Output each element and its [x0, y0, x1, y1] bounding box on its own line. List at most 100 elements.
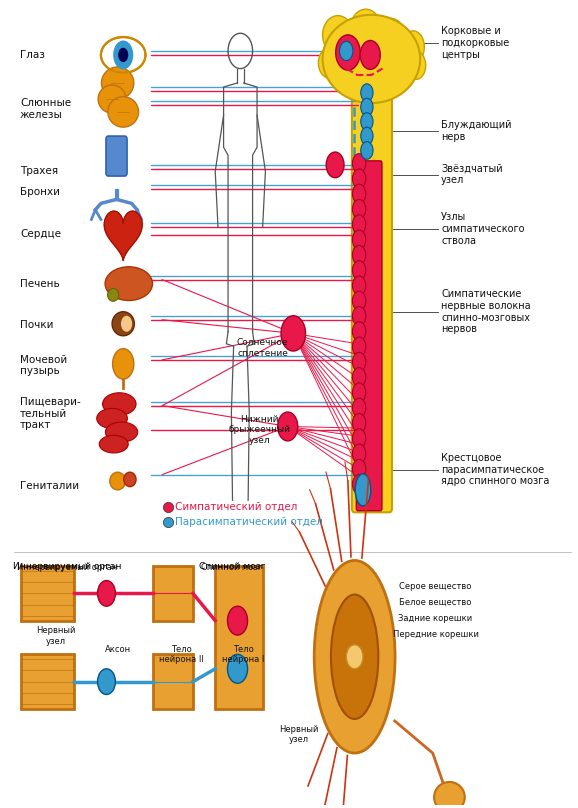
Circle shape	[353, 429, 366, 448]
Text: Нижний
брыжеечный
узел: Нижний брыжеечный узел	[229, 415, 291, 444]
Ellipse shape	[323, 15, 353, 54]
Ellipse shape	[406, 52, 426, 79]
Circle shape	[336, 35, 360, 70]
Text: Нервный
узел: Нервный узел	[279, 725, 318, 744]
Circle shape	[361, 141, 373, 159]
Text: Корковые и
подкорковые
центры: Корковые и подкорковые центры	[441, 27, 509, 60]
Circle shape	[228, 606, 247, 635]
Ellipse shape	[113, 348, 134, 379]
Text: Сердце: Сердце	[20, 229, 61, 239]
Text: Серое вещество: Серое вещество	[399, 582, 472, 591]
Text: Трахея: Трахея	[20, 166, 58, 176]
Text: Бронхи: Бронхи	[20, 187, 60, 197]
Ellipse shape	[434, 782, 465, 808]
Text: Тело
нейрона I: Тело нейрона I	[222, 645, 264, 664]
Ellipse shape	[112, 312, 134, 336]
Circle shape	[277, 412, 298, 441]
Ellipse shape	[331, 595, 379, 719]
Ellipse shape	[402, 31, 424, 63]
Ellipse shape	[101, 37, 146, 73]
Circle shape	[353, 306, 366, 326]
Ellipse shape	[105, 422, 138, 442]
Circle shape	[353, 154, 366, 173]
Point	[163, 516, 172, 528]
Text: Блуждающий
нерв: Блуждающий нерв	[441, 120, 512, 142]
Point	[163, 500, 172, 513]
Circle shape	[353, 215, 366, 234]
Ellipse shape	[99, 436, 128, 453]
Ellipse shape	[102, 67, 134, 99]
Circle shape	[353, 352, 366, 372]
Ellipse shape	[124, 472, 136, 486]
Ellipse shape	[102, 393, 136, 415]
Circle shape	[113, 40, 134, 69]
Ellipse shape	[323, 15, 420, 103]
FancyBboxPatch shape	[21, 654, 74, 709]
Text: Пищевари-
тельный
тракт: Пищевари- тельный тракт	[20, 397, 81, 430]
Ellipse shape	[377, 19, 405, 54]
Text: Аксон: Аксон	[105, 645, 131, 654]
Circle shape	[353, 414, 366, 433]
Text: Симпатический отдел: Симпатический отдел	[175, 502, 298, 511]
Ellipse shape	[350, 9, 381, 48]
Text: Солнечное
сплетение: Солнечное сплетение	[237, 338, 288, 357]
Ellipse shape	[108, 288, 118, 301]
Circle shape	[346, 645, 363, 669]
Text: Слюнные
железы: Слюнные железы	[20, 98, 71, 120]
Circle shape	[353, 444, 366, 463]
Circle shape	[353, 474, 366, 494]
Ellipse shape	[98, 85, 126, 113]
Text: Крестцовое
парасимпатическое
ядро спинного мозга: Крестцовое парасимпатическое ядро спинно…	[441, 453, 550, 486]
Circle shape	[340, 41, 353, 61]
Circle shape	[353, 398, 366, 418]
Text: Печень: Печень	[20, 280, 60, 289]
FancyBboxPatch shape	[106, 136, 127, 176]
Circle shape	[228, 654, 247, 684]
Circle shape	[353, 322, 366, 341]
Ellipse shape	[314, 561, 395, 753]
Circle shape	[98, 669, 116, 695]
FancyBboxPatch shape	[356, 161, 382, 511]
FancyBboxPatch shape	[153, 566, 193, 621]
Ellipse shape	[318, 48, 340, 78]
Circle shape	[353, 276, 366, 295]
Circle shape	[353, 200, 366, 219]
Ellipse shape	[110, 472, 125, 490]
Circle shape	[361, 127, 373, 145]
Ellipse shape	[121, 316, 132, 332]
Text: Парасимпатический отдел: Парасимпатический отдел	[175, 517, 323, 527]
Text: Спинной мозг: Спинной мозг	[199, 562, 265, 571]
Polygon shape	[104, 211, 142, 260]
Circle shape	[361, 112, 373, 130]
Circle shape	[353, 261, 366, 280]
Circle shape	[353, 169, 366, 188]
Text: Спинной мозг: Спинной мозг	[201, 563, 262, 572]
Text: Симпатические
нервные волокна
спинно-мозговых
нервов: Симпатические нервные волокна спинно-моз…	[441, 289, 531, 335]
FancyBboxPatch shape	[352, 31, 392, 512]
Circle shape	[360, 40, 380, 69]
FancyBboxPatch shape	[153, 654, 193, 709]
Circle shape	[353, 459, 366, 478]
Text: Иннервируемый орган: Иннервируемый орган	[17, 563, 117, 572]
Circle shape	[361, 99, 373, 116]
Text: Передние корешки: Передние корешки	[392, 630, 479, 639]
Circle shape	[326, 152, 344, 178]
Text: Тело
нейрона II: Тело нейрона II	[160, 645, 204, 664]
Text: Глаз: Глаз	[20, 50, 45, 60]
Circle shape	[281, 316, 306, 351]
Text: Почки: Почки	[20, 320, 54, 330]
Text: Мочевой
пузырь: Мочевой пузырь	[20, 355, 67, 377]
Ellipse shape	[105, 267, 153, 301]
Text: Нервный
узел: Нервный узел	[36, 626, 76, 646]
Circle shape	[353, 291, 366, 310]
Text: Звёздчатый
узел: Звёздчатый узел	[441, 164, 503, 185]
Text: Гениталии: Гениталии	[20, 481, 79, 490]
Ellipse shape	[108, 97, 139, 127]
FancyBboxPatch shape	[215, 566, 262, 709]
Circle shape	[353, 383, 366, 402]
Ellipse shape	[97, 408, 127, 428]
Circle shape	[353, 368, 366, 387]
Circle shape	[118, 48, 128, 62]
Text: Задние корешки: Задние корешки	[398, 614, 473, 623]
Ellipse shape	[355, 473, 371, 506]
